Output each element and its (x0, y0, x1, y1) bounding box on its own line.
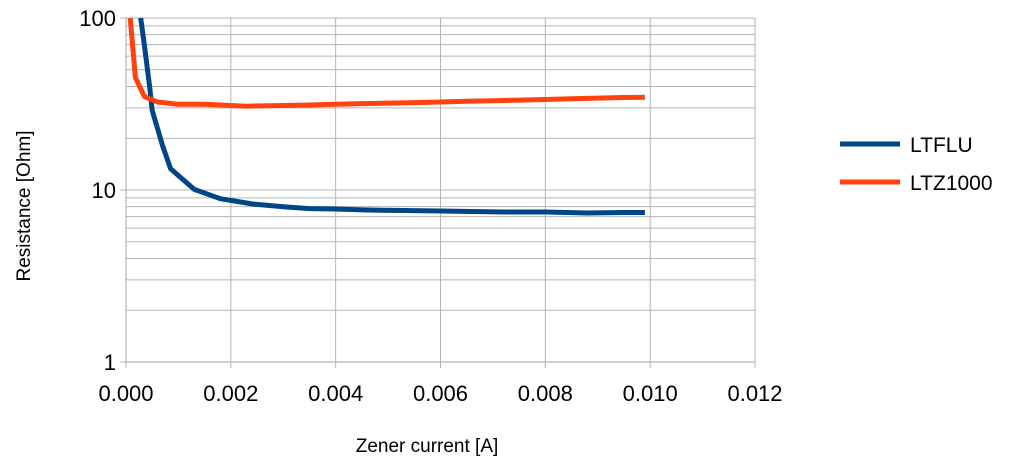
x-tick-label: 0.006 (413, 381, 468, 406)
tick-labels: 0.000 0.002 0.004 0.006 0.008 0.010 0.012 1 10 10… (79, 6, 782, 406)
y-tick-label: 100 (79, 6, 116, 31)
x-tick-label: 0.002 (203, 381, 258, 406)
series-line-ltz1000 (127, 18, 645, 109)
x-tick-label: 0.012 (727, 381, 782, 406)
series-lines (127, 18, 645, 216)
axes (120, 17, 756, 368)
y-tick-label: 10 (92, 178, 116, 203)
legend: LTFLU LTZ1000 (840, 134, 993, 195)
x-tick-label: 0.010 (623, 381, 678, 406)
x-tick-label: 0.008 (518, 381, 573, 406)
y-axis-title: Resistance [Ohm] (14, 131, 35, 282)
grid (125, 18, 756, 363)
series-line-ltflu (138, 18, 645, 216)
x-tick-label: 0.004 (308, 381, 363, 406)
legend-label-ltflu: LTFLU (910, 134, 973, 157)
x-tick-label: 0.000 (98, 381, 153, 406)
y-tick-label: 1 (104, 350, 116, 375)
x-axis-title: Zener current [A] (356, 436, 499, 457)
legend-label-ltz1000: LTZ1000 (910, 172, 993, 195)
